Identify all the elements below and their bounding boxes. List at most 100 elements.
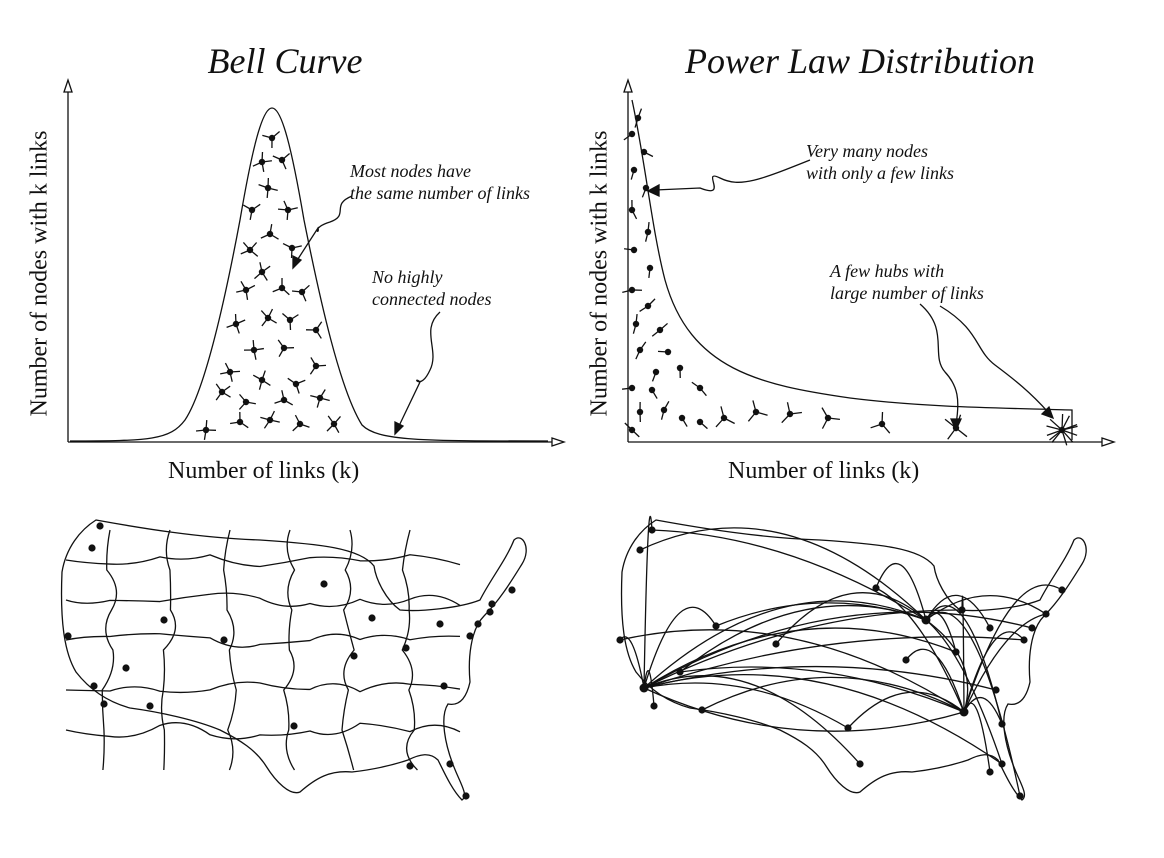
city-node <box>712 622 720 630</box>
bell-node-link <box>283 200 289 211</box>
route <box>961 595 965 713</box>
bell-node-link <box>240 281 247 291</box>
bell-node-link <box>238 401 247 410</box>
bell-node-link <box>283 399 294 406</box>
bell-node-link <box>258 184 269 189</box>
bell-node-link <box>289 314 299 321</box>
city-node <box>440 682 448 690</box>
power-node-link <box>623 248 635 251</box>
bell-node-link <box>261 265 271 273</box>
city-node <box>486 608 494 616</box>
power-node-link <box>723 417 735 425</box>
bell-node-link <box>221 391 231 398</box>
power-node-link <box>663 400 670 411</box>
power-node-link <box>651 389 658 399</box>
city-node <box>88 544 96 552</box>
route <box>715 602 927 627</box>
power-many-arrow <box>654 159 811 192</box>
power-hubs-arrow-1 <box>919 303 959 425</box>
power-node-link <box>635 313 638 325</box>
power-node-link <box>747 411 757 422</box>
power-law-title: Power Law Distribution <box>684 41 1036 81</box>
route <box>643 609 963 689</box>
bell-node-link <box>292 423 301 432</box>
city-node <box>986 768 994 776</box>
bell-node-link <box>261 160 273 163</box>
city-node <box>402 644 410 652</box>
route <box>963 696 1003 725</box>
city-node <box>64 632 72 640</box>
power-many-arrowhead <box>646 183 660 198</box>
power-node-link <box>681 417 688 427</box>
bell-node-link <box>226 323 237 329</box>
bell-node-link <box>281 287 290 296</box>
power-hubs-annotation: A few hubs with large number of links <box>830 261 984 303</box>
bell-node-link <box>266 187 269 199</box>
bell-node-link <box>252 374 263 381</box>
bell-node-link <box>269 419 280 423</box>
bell-node-link <box>326 423 335 432</box>
power-node-link <box>699 421 708 430</box>
bell-node-link <box>249 209 253 220</box>
power-node-link <box>720 406 725 419</box>
bell-node-link <box>319 397 330 402</box>
bell-node-link <box>315 329 322 339</box>
city-node <box>986 624 994 632</box>
power-node-link <box>644 231 649 242</box>
bell-node-link <box>261 317 269 327</box>
bell-node-link <box>203 429 207 440</box>
city-node <box>1020 636 1028 644</box>
route <box>643 674 1003 765</box>
power-node-link <box>755 411 768 416</box>
power-node-link <box>639 341 647 351</box>
power-node-link <box>781 413 791 424</box>
road <box>401 529 418 771</box>
bell-node-link <box>220 371 231 375</box>
usa-outline <box>60 519 527 801</box>
bell-node-link <box>281 152 291 161</box>
route <box>925 619 969 713</box>
road <box>65 681 461 694</box>
bell-curve-line <box>69 107 549 442</box>
bell-node-link <box>281 390 285 401</box>
route <box>963 584 1063 713</box>
bell-node-link <box>236 289 247 293</box>
bell-node-link <box>245 289 249 300</box>
city-node <box>844 724 852 732</box>
bell-node-link <box>333 423 340 434</box>
route <box>925 595 1047 621</box>
power-axes <box>623 77 1117 447</box>
bell-node-link <box>215 383 223 393</box>
hub-node <box>639 683 649 693</box>
bell-node-link <box>253 347 264 351</box>
bell-node-link <box>278 347 285 358</box>
bell-node-link <box>281 159 287 170</box>
bell-node-link <box>316 397 321 408</box>
city-node <box>90 682 98 690</box>
power-node-link <box>634 117 639 128</box>
city-node <box>350 652 358 660</box>
bell-node-link <box>260 310 269 319</box>
city-node <box>902 656 910 664</box>
power-node-link <box>881 411 884 425</box>
power-node-link <box>648 267 651 279</box>
power-node-link <box>635 349 641 360</box>
bell-node-link <box>291 290 303 293</box>
bell-curve-nodes <box>195 131 341 440</box>
power-node-link <box>632 323 637 334</box>
city-node <box>648 526 656 534</box>
bell-tail-arrowhead <box>394 420 405 436</box>
city-node <box>1042 610 1050 618</box>
road <box>101 529 118 771</box>
power-node-link <box>643 151 654 158</box>
bell-node-link <box>277 208 289 211</box>
city-node <box>650 702 658 710</box>
power-node-link <box>639 305 649 312</box>
power-big-hub-link <box>1049 418 1063 431</box>
bell-node-link <box>235 319 246 325</box>
city-node <box>220 636 228 644</box>
city-node <box>100 700 108 708</box>
bell-node-link <box>249 242 258 251</box>
city-node <box>368 614 376 622</box>
power-big-hub-link <box>1061 413 1064 431</box>
